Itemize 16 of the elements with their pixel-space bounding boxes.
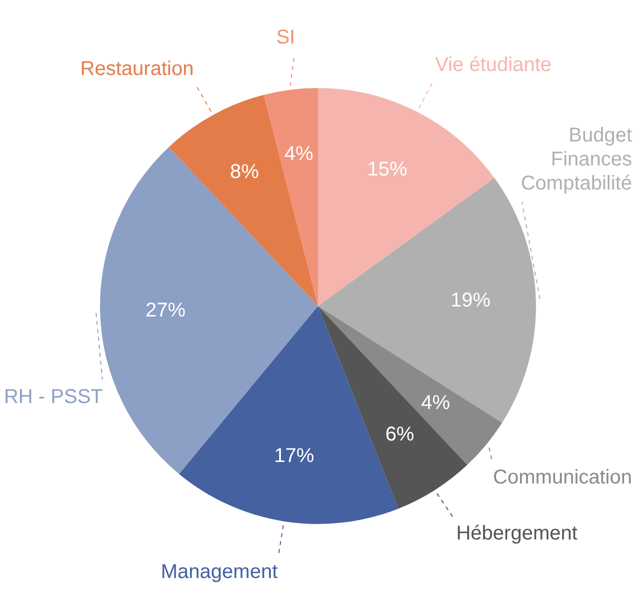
data-label: 27% <box>145 299 186 322</box>
slice-label: SI <box>276 26 296 49</box>
data-label: 8% <box>230 160 260 183</box>
slice-label: Restauration <box>80 58 194 80</box>
data-label: 4% <box>421 392 450 414</box>
slice-label: Budget Finances Comptabilité <box>520 124 632 194</box>
data-label: 15% <box>367 158 408 181</box>
slice-label: Management <box>160 561 278 584</box>
data-label: 6% <box>385 423 414 446</box>
data-label: 17% <box>274 445 314 468</box>
data-label: 4% <box>284 143 314 166</box>
data-label: 19% <box>450 290 491 312</box>
slice-label: Hébergement <box>456 522 578 544</box>
slice-label: RH - PSST <box>4 386 103 408</box>
slice-label: Vie étudiante <box>435 54 552 76</box>
slice-label: Communication <box>493 466 632 489</box>
